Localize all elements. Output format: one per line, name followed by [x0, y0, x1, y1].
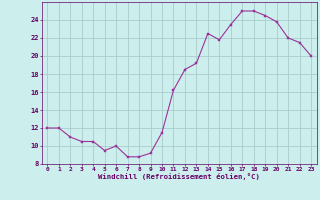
X-axis label: Windchill (Refroidissement éolien,°C): Windchill (Refroidissement éolien,°C)	[98, 173, 260, 180]
